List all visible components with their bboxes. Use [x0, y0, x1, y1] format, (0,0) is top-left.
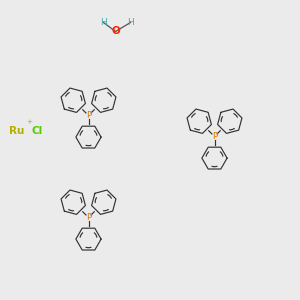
- Text: O: O: [111, 26, 120, 37]
- Text: P: P: [86, 213, 91, 222]
- Text: Cl: Cl: [32, 125, 43, 136]
- Text: +: +: [26, 119, 32, 125]
- Text: P: P: [86, 111, 91, 120]
- Text: H: H: [127, 18, 134, 27]
- Text: P: P: [212, 132, 217, 141]
- Text: Ru: Ru: [9, 125, 24, 136]
- Text: H: H: [100, 18, 107, 27]
